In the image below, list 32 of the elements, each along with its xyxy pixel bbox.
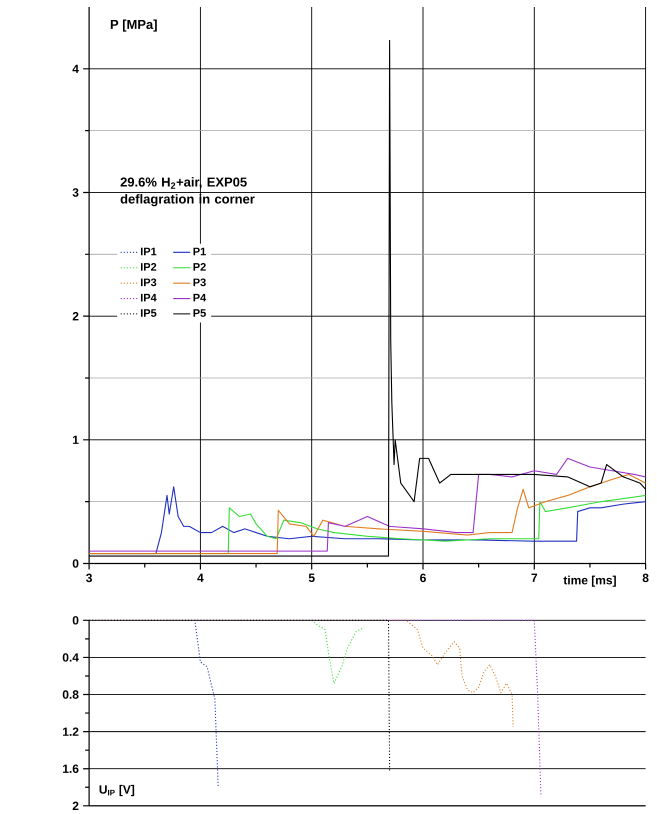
legend-label: P5 — [194, 309, 206, 317]
legend-label: P4 — [194, 294, 206, 302]
y-axis-title: P [MPa] — [111, 20, 158, 32]
x-tick-label: 6 — [420, 574, 426, 582]
x-tick-label: 7 — [532, 574, 538, 582]
y-tick-label: 1.2 — [63, 727, 79, 736]
y-tick-label: 2 — [72, 312, 79, 320]
x-tick-label: 8 — [642, 574, 649, 582]
y-tick-label: 0.8 — [62, 690, 79, 699]
y-tick-label: 3 — [72, 188, 79, 197]
y-tick-label: 0.4 — [62, 653, 80, 662]
text: IP2 — [141, 263, 156, 271]
line-series — [88, 474, 646, 554]
legend-label: P2 — [194, 263, 206, 271]
y-tick-label: 1.6 — [63, 764, 79, 773]
legend-label: P1 — [194, 248, 206, 256]
x-axis-title: time [ms] — [564, 576, 616, 587]
x-tick-label: 5 — [308, 574, 315, 582]
y-tick-label: 4 — [72, 64, 80, 73]
x-tick-label: 4 — [197, 574, 204, 582]
y-tick-label: 2 — [72, 802, 79, 810]
legend-label: P3 — [194, 278, 206, 286]
line-series — [88, 458, 646, 552]
text: IP3 — [141, 278, 157, 286]
text: IP1 — [141, 248, 157, 256]
y-tick-label: 0 — [72, 559, 79, 568]
y-axis-title: U$_{IP}$ [V] — [100, 784, 134, 796]
x-tick-label: 3 — [86, 574, 92, 582]
text: IP5 — [141, 309, 157, 317]
text: IP4 — [141, 294, 157, 302]
y-tick-label: 1 — [73, 436, 79, 444]
y-tick-label: 0 — [72, 616, 79, 625]
